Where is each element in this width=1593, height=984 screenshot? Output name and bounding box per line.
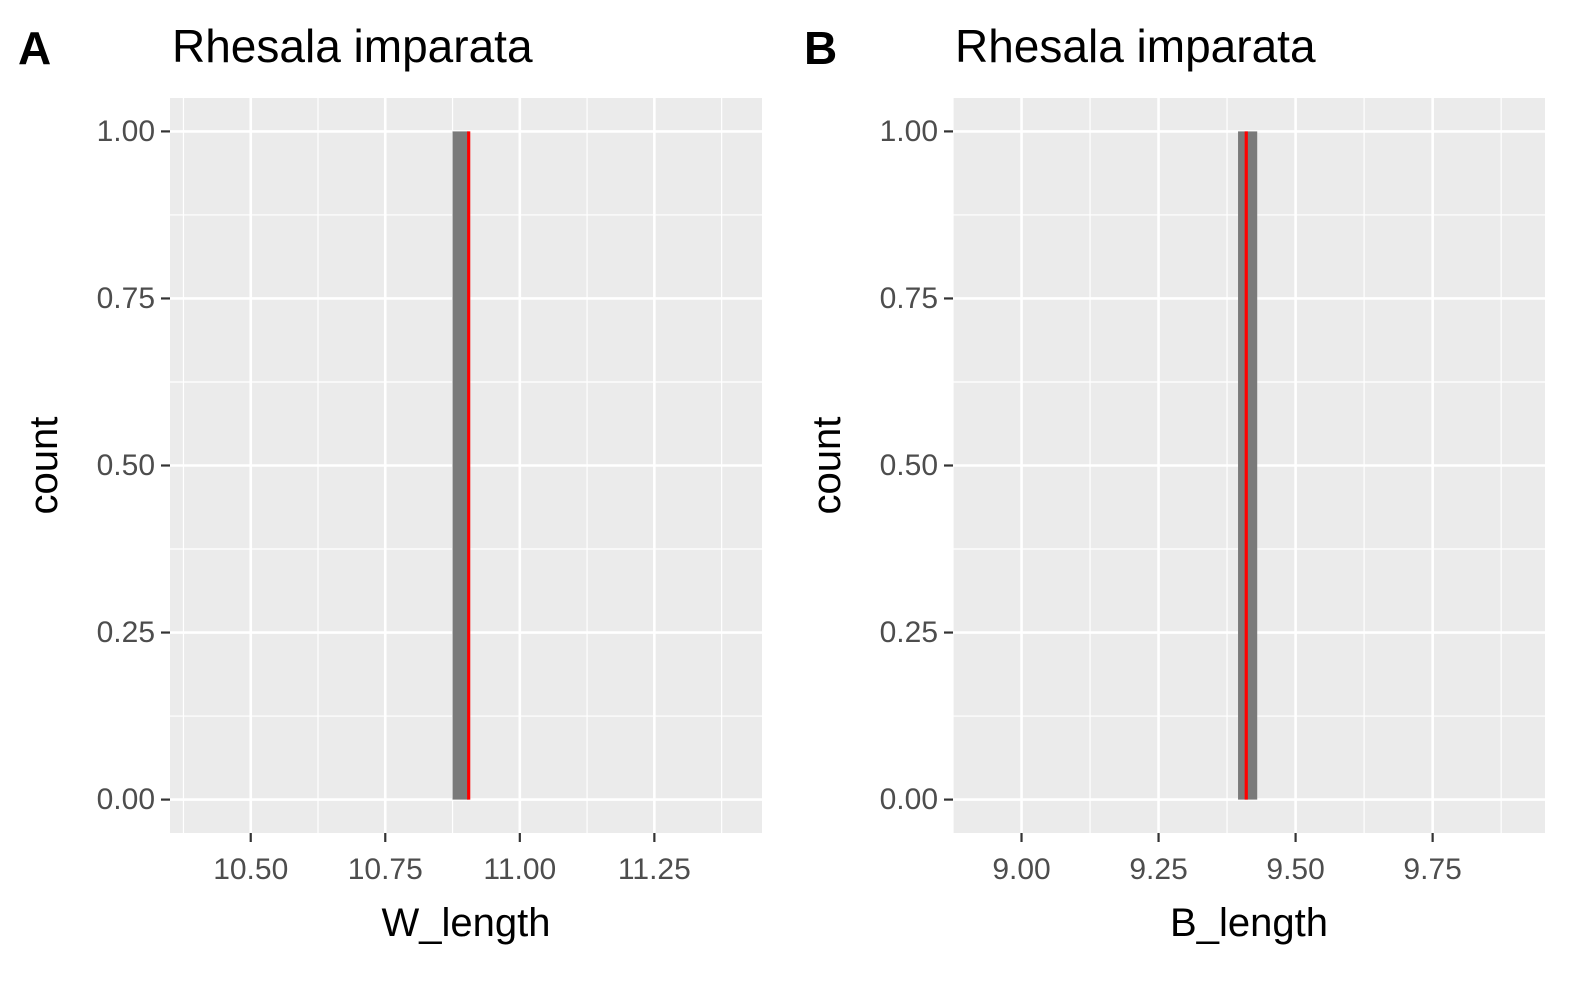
x-tick-label: 9.25 <box>1129 853 1187 886</box>
x-tick-label: 11.25 <box>618 853 691 886</box>
x-tick-label: 9.00 <box>992 853 1050 886</box>
chart-title: Rhesala imparata <box>955 20 1316 72</box>
x-tick-label: 9.50 <box>1266 853 1324 886</box>
chart-title: Rhesala imparata <box>172 20 533 72</box>
x-tick-label: 10.75 <box>348 853 423 886</box>
chart-panel-b: 0.00 0.25 0.50 0.75 1.00 9.00 9.25 9.50 9.75 B_le… <box>804 20 1545 945</box>
x-tick-label: 10.50 <box>213 853 288 886</box>
y-tick-label: 0.50 <box>880 449 938 482</box>
x-tick-label: 11.00 <box>483 853 556 886</box>
y-tick-label: 0.50 <box>97 449 155 482</box>
x-axis-title: B_length <box>1170 901 1328 945</box>
x-tick-label: 9.75 <box>1403 853 1461 886</box>
y-tick-label: 0.25 <box>97 616 155 649</box>
y-axis-title: count <box>22 417 66 515</box>
y-tick-label: 0.25 <box>880 616 938 649</box>
chart-panel-a: 0.00 0.25 0.50 0.75 1.00 10.50 10.75 11.00 11.25… <box>18 20 762 945</box>
y-tick-label: 0.00 <box>880 783 938 816</box>
x-axis-title: W_length <box>382 901 551 945</box>
y-tick-label: 0.75 <box>880 282 938 315</box>
y-tick-label: 0.75 <box>97 282 155 315</box>
panel-letter: A <box>18 22 51 74</box>
y-tick-label: 1.00 <box>880 115 938 148</box>
histogram-bar <box>452 131 469 800</box>
panel-letter: B <box>804 22 837 74</box>
y-tick-label: 0.00 <box>97 783 155 816</box>
y-tick-label: 1.00 <box>97 115 155 148</box>
y-axis-title: count <box>805 417 849 515</box>
